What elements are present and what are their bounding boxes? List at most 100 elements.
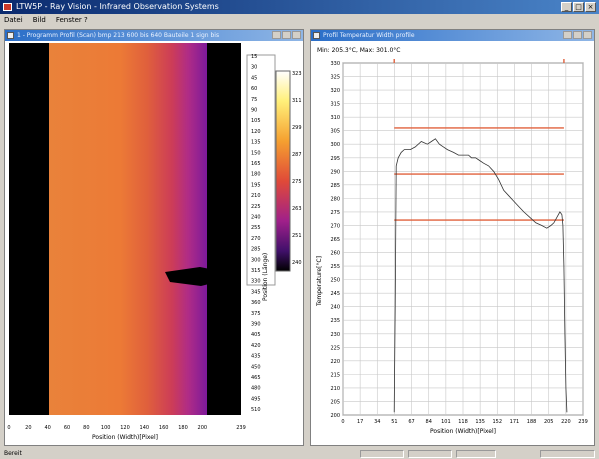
y-tick-label: 275: [330, 210, 340, 216]
left-y-tick-label: 240: [251, 215, 261, 221]
colorbar-ticks: 323 311 299 287 275 263 251 240: [292, 71, 302, 266]
x-tick-label: 51: [391, 419, 397, 425]
maximize-icon[interactable]: [282, 31, 291, 39]
status-pane: [456, 450, 496, 458]
left-y-tick-label: 495: [251, 396, 261, 402]
left-y-tick-label: 375: [251, 311, 261, 317]
status-pane: [408, 450, 452, 458]
close-icon[interactable]: [583, 31, 592, 39]
profile-window-title: Profil Temperatur Width profile: [323, 32, 415, 39]
left-y-tick-label: 180: [251, 172, 261, 178]
colorbar-tick-label: 311: [292, 98, 302, 104]
y-tick-label: 310: [330, 115, 340, 121]
left-x-tick-label: 40: [44, 425, 50, 431]
left-x-tick-label: 160: [159, 425, 169, 431]
y-tick-label: 245: [330, 291, 340, 297]
left-x-tick-label: 200: [198, 425, 208, 431]
left-y-tick-label: 75: [251, 97, 257, 103]
left-y-tick-label: 480: [251, 386, 261, 392]
left-y-tick-label: 90: [251, 108, 257, 114]
colorbar: [275, 70, 291, 272]
x-tick-label: 118: [458, 419, 468, 425]
x-tick-label: 220: [561, 419, 571, 425]
x-tick-label: 239: [578, 419, 588, 425]
minimize-icon[interactable]: _: [561, 2, 572, 12]
thermal-image-canvas[interactable]: 15 30 45 60 75 90 105 120 135 150 165 180 195 210 225 2…: [5, 41, 304, 446]
thermal-window-caption: 1 - Programm Profil (Scan) bmp 213 600 b…: [5, 30, 303, 41]
status-pane: [360, 450, 404, 458]
left-x-tick-label: 80: [83, 425, 89, 431]
colorbar-tick-label: 275: [292, 179, 302, 185]
left-y-tick-label: 405: [251, 332, 261, 338]
y-tick-label: 250: [330, 278, 340, 284]
status-pane: [540, 450, 595, 458]
menu-bar: Datei Bild Fenster ?: [0, 14, 599, 27]
y-tick-label: 210: [330, 386, 340, 392]
profile-chart[interactable]: Min: 205.3°C, Max: 301.0°C 3303253203153…: [311, 41, 595, 446]
grid: [342, 62, 584, 416]
left-x-tick-label: 239: [236, 425, 246, 431]
x-tick-label: 101: [441, 419, 451, 425]
top-markers: [393, 59, 565, 63]
thermal-image-window[interactable]: 1 - Programm Profil (Scan) bmp 213 600 b…: [4, 29, 304, 446]
left-x-tick-label: 100: [101, 425, 111, 431]
x-tick-label: 34: [374, 419, 380, 425]
y-tick-label: 300: [330, 142, 340, 148]
left-y-axis-label: Position (Länge): [262, 253, 269, 301]
title-bar: LTW5P - Ray Vision - Infrared Observatio…: [0, 0, 599, 14]
thermal-strip: [49, 43, 207, 415]
left-y-tick-label: 465: [251, 375, 261, 381]
maximize-icon[interactable]: □: [573, 2, 584, 12]
left-y-tick-label: 150: [251, 150, 261, 156]
y-tick-label: 200: [330, 413, 340, 419]
maximize-icon[interactable]: [573, 31, 582, 39]
y-tick-label: 330: [330, 61, 340, 67]
left-x-tick-label: 180: [178, 425, 188, 431]
menu-item-window[interactable]: Fenster ?: [55, 16, 88, 24]
y-tick-label: 220: [330, 359, 340, 365]
y-tick-label: 255: [330, 264, 340, 270]
left-y-ticks: 15 30 45 60 75 90 105 120 135 150 165 180 195 210 225 2…: [251, 54, 261, 413]
y-tick-label: 270: [330, 223, 340, 229]
reference-lines: [394, 127, 564, 221]
y-tick-label: 265: [330, 237, 340, 243]
left-y-tick-label: 390: [251, 322, 261, 328]
menu-item-view[interactable]: Bild: [32, 16, 46, 24]
x-tick-label: 0: [341, 419, 344, 425]
y-tick-label: 205: [330, 399, 340, 405]
minimize-icon[interactable]: [563, 31, 572, 39]
left-x-axis-label: Position (Width)[Pixel]: [92, 434, 158, 441]
left-y-tick-label: 360: [251, 300, 261, 306]
left-y-tick-label: 330: [251, 279, 261, 285]
left-y-tick-label: 30: [251, 65, 257, 71]
x-tick-label: 135: [475, 419, 485, 425]
status-bar: Bereit: [0, 449, 599, 459]
temperature-profile-window[interactable]: Profil Temperatur Width profile Min: 205…: [310, 29, 595, 446]
left-y-tick-label: 345: [251, 289, 261, 295]
left-y-tick-label: 210: [251, 193, 261, 199]
left-x-tick-label: 60: [64, 425, 70, 431]
menu-item-file[interactable]: Datei: [4, 16, 23, 24]
y-tick-label: 325: [330, 75, 340, 81]
y-tick-label: 225: [330, 345, 340, 351]
y-tick-label: 215: [330, 372, 340, 378]
left-y-tick-label: 270: [251, 236, 261, 242]
x-tick-label: 67: [408, 419, 414, 425]
left-y-tick-label: 15: [251, 54, 257, 60]
thermal-defect: [165, 267, 215, 286]
left-x-tick-label: 120: [120, 425, 130, 431]
colorbar-tick-label: 323: [292, 71, 302, 77]
y-tick-label: 305: [330, 129, 340, 135]
close-icon[interactable]: ×: [585, 2, 596, 12]
left-y-tick-label: 195: [251, 182, 261, 188]
colorbar-tick-label: 287: [292, 152, 302, 158]
left-y-tick-label: 420: [251, 343, 261, 349]
y-tick-label: 315: [330, 102, 340, 108]
left-y-tick-label: 105: [251, 118, 261, 124]
y-tick-label: 290: [330, 169, 340, 175]
x-axis-label: Position (Width)[Pixel]: [430, 428, 496, 435]
minimize-icon[interactable]: [272, 31, 281, 39]
close-icon[interactable]: [292, 31, 301, 39]
x-tick-label: 84: [426, 419, 432, 425]
